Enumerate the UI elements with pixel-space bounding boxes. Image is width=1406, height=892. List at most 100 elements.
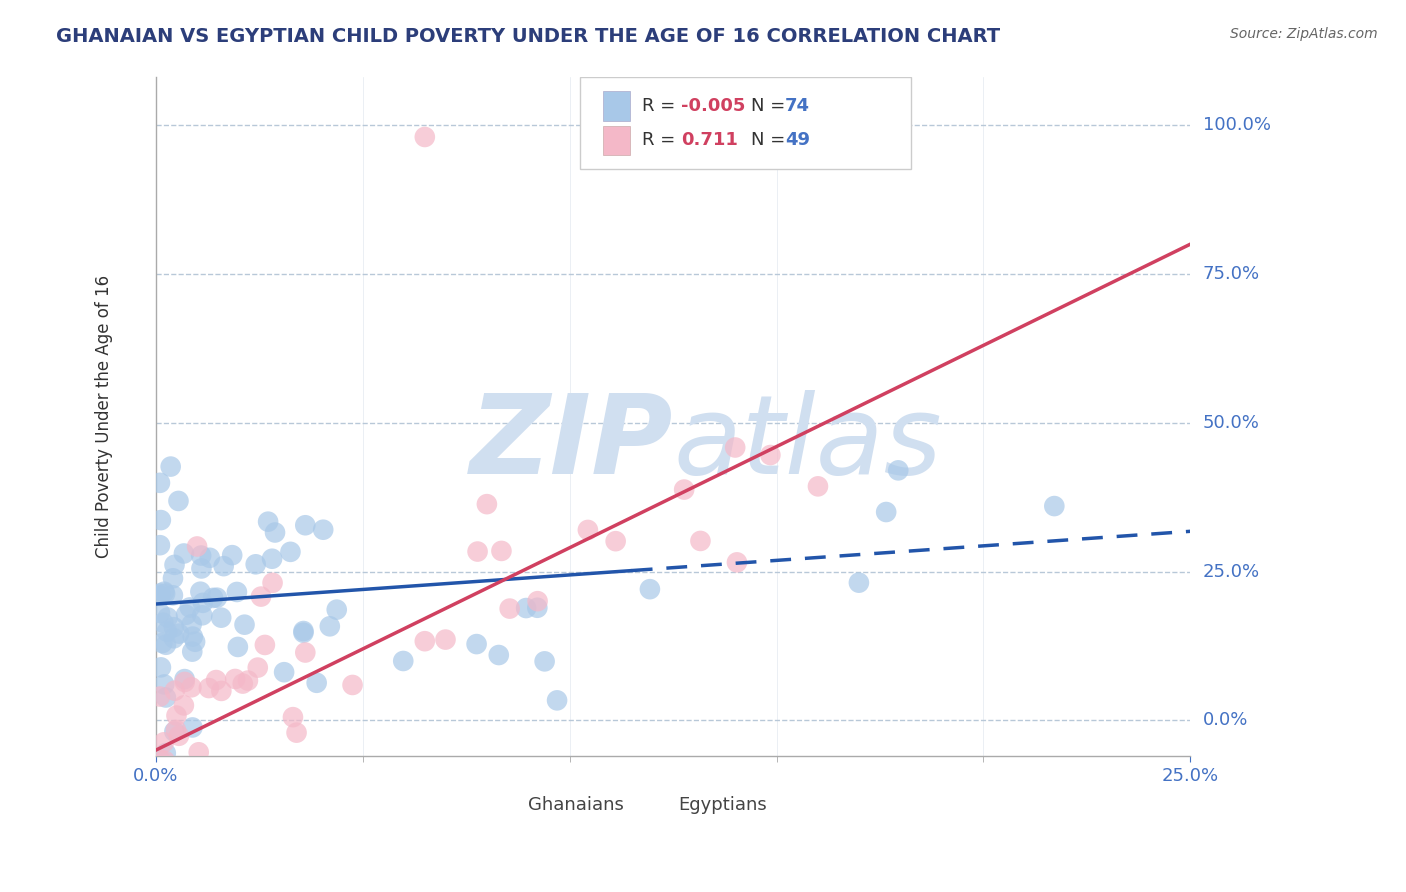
Point bbox=[1043, 499, 1066, 513]
Point bbox=[162, 588, 184, 602]
Point bbox=[152, 615, 174, 630]
Point bbox=[305, 675, 328, 690]
Text: GHANAIAN VS EGYPTIAN CHILD POVERTY UNDER THE AGE OF 16 CORRELATION CHART: GHANAIAN VS EGYPTIAN CHILD POVERTY UNDER… bbox=[56, 27, 1000, 45]
Point bbox=[173, 698, 195, 713]
Point bbox=[515, 601, 537, 615]
Point bbox=[205, 591, 228, 605]
Point bbox=[232, 676, 254, 690]
Point bbox=[253, 638, 276, 652]
Point bbox=[159, 459, 181, 474]
Point bbox=[150, 636, 173, 650]
Point bbox=[689, 533, 711, 548]
Point bbox=[198, 681, 221, 695]
Point bbox=[190, 584, 212, 599]
Point bbox=[156, 761, 179, 775]
Point bbox=[205, 673, 228, 687]
Point bbox=[149, 586, 172, 600]
Point bbox=[413, 130, 436, 145]
Text: atlas: atlas bbox=[673, 391, 942, 498]
Point bbox=[226, 640, 249, 654]
Point bbox=[725, 555, 748, 569]
Point bbox=[186, 540, 208, 554]
Point bbox=[153, 677, 176, 691]
Point bbox=[180, 617, 202, 632]
Text: 0.711: 0.711 bbox=[682, 131, 738, 150]
Point bbox=[264, 525, 287, 540]
Point bbox=[165, 723, 187, 737]
Point bbox=[179, 600, 201, 615]
Point bbox=[413, 634, 436, 648]
Point bbox=[262, 575, 284, 590]
Point bbox=[153, 587, 176, 601]
Point bbox=[180, 681, 202, 695]
Point bbox=[273, 665, 295, 680]
Text: N =: N = bbox=[751, 131, 790, 150]
Point bbox=[187, 745, 209, 759]
Point bbox=[434, 632, 457, 647]
Point bbox=[167, 494, 190, 508]
Point bbox=[576, 523, 599, 537]
Point bbox=[285, 725, 308, 739]
Point bbox=[149, 690, 172, 704]
Point bbox=[157, 761, 180, 775]
Point bbox=[319, 619, 342, 633]
Point bbox=[149, 752, 172, 766]
Point bbox=[226, 585, 249, 599]
Point bbox=[209, 610, 232, 624]
Point bbox=[221, 548, 243, 562]
Point bbox=[149, 475, 172, 490]
Point bbox=[848, 575, 870, 590]
Point bbox=[807, 479, 830, 493]
Point bbox=[174, 607, 197, 622]
Point bbox=[163, 620, 186, 634]
Text: R =: R = bbox=[643, 131, 681, 150]
Point bbox=[292, 625, 315, 640]
Point bbox=[166, 708, 188, 723]
Point bbox=[236, 673, 259, 688]
Point bbox=[167, 626, 190, 640]
Point bbox=[638, 582, 661, 597]
Point bbox=[294, 518, 316, 533]
Point bbox=[546, 693, 568, 707]
FancyBboxPatch shape bbox=[603, 126, 630, 155]
Point bbox=[191, 596, 214, 610]
Point bbox=[245, 558, 267, 572]
Point bbox=[198, 550, 221, 565]
Text: N =: N = bbox=[751, 97, 790, 115]
Point bbox=[392, 654, 415, 668]
Point bbox=[173, 672, 195, 686]
FancyBboxPatch shape bbox=[647, 794, 673, 817]
Point bbox=[153, 584, 176, 599]
Point bbox=[224, 672, 246, 686]
Point bbox=[209, 684, 232, 698]
Point bbox=[475, 497, 498, 511]
Point bbox=[181, 630, 204, 644]
Point bbox=[149, 660, 172, 674]
Point bbox=[491, 544, 513, 558]
Point bbox=[280, 545, 302, 559]
Point bbox=[533, 654, 555, 668]
Point bbox=[499, 601, 522, 615]
FancyBboxPatch shape bbox=[581, 78, 911, 169]
Point bbox=[190, 549, 212, 563]
Point bbox=[163, 724, 186, 739]
Point bbox=[467, 544, 489, 558]
Point bbox=[153, 735, 176, 749]
Point bbox=[149, 538, 172, 552]
Point bbox=[184, 634, 207, 648]
Point bbox=[281, 710, 304, 724]
Point bbox=[162, 571, 184, 585]
Point bbox=[325, 602, 347, 616]
Point bbox=[156, 624, 179, 639]
Point bbox=[250, 590, 273, 604]
Text: 74: 74 bbox=[785, 97, 810, 115]
Point bbox=[155, 746, 177, 760]
Point bbox=[875, 505, 897, 519]
Point bbox=[605, 534, 627, 549]
Point bbox=[292, 624, 315, 638]
Point bbox=[173, 675, 195, 690]
Point bbox=[149, 606, 172, 620]
Point bbox=[526, 594, 548, 608]
Text: 75.0%: 75.0% bbox=[1202, 265, 1260, 283]
Point bbox=[163, 558, 186, 572]
